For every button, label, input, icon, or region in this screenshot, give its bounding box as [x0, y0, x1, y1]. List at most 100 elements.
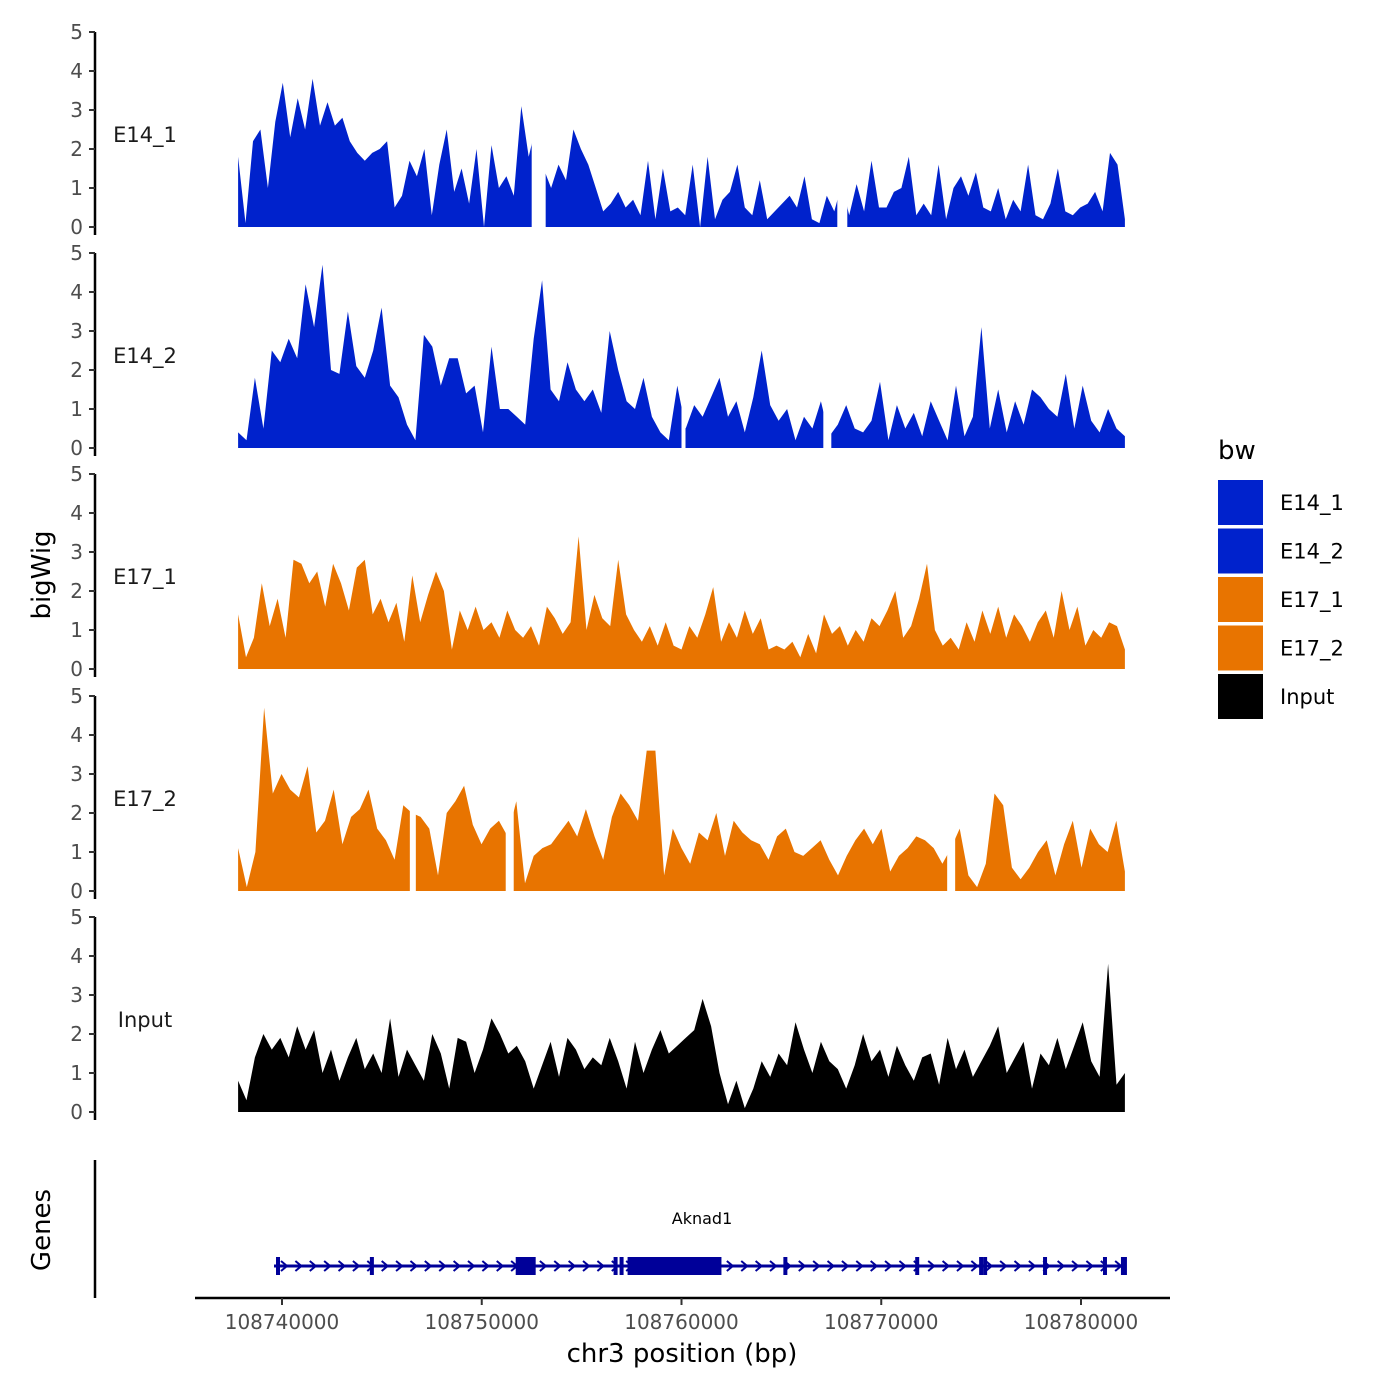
x-tick-label: 108760000: [624, 1310, 739, 1334]
legend-title: bw: [1218, 436, 1256, 466]
track-label: Input: [118, 1008, 172, 1032]
strand-arrow: [798, 1260, 807, 1272]
strand-arrow: [999, 1260, 1008, 1272]
exon-thick: [515, 1257, 536, 1275]
y-tick-label: 0: [70, 657, 83, 681]
track-E14_1: 0 1 2 3 4 5 E14_1: [70, 20, 1125, 239]
y-tick-label: 3: [70, 762, 83, 786]
track-Input: 0 1 2 3 4 5 Input: [70, 905, 1125, 1124]
coverage-gap: [823, 251, 832, 448]
coverage-gap: [505, 694, 514, 891]
track-E17_2: 0 1 2 3 4 5 E17_2: [70, 684, 1125, 903]
strand-arrow: [409, 1260, 418, 1272]
y-tick-label: 1: [70, 176, 83, 200]
coverage-gap: [681, 251, 686, 448]
coverage-area-E14_2: [238, 264, 1125, 448]
strand-arrow: [1013, 1260, 1023, 1272]
y-tick-label: 5: [70, 241, 83, 265]
y-tick-label: 3: [70, 983, 83, 1007]
y-tick-label: 4: [70, 723, 83, 747]
strand-arrow: [898, 1260, 907, 1272]
coverage-area-Input: [238, 963, 1125, 1112]
strand-arrow: [337, 1260, 347, 1272]
legend-swatch-E17_2: [1218, 625, 1263, 671]
y-tick-label: 4: [70, 501, 83, 525]
legend-label: E14_1: [1280, 491, 1344, 516]
exon: [979, 1257, 984, 1275]
strand-arrow: [481, 1260, 490, 1272]
strand-arrow: [424, 1260, 433, 1272]
y-tick-label: 1: [70, 618, 83, 642]
legend-swatch-E14_2: [1218, 528, 1263, 574]
strand-arrow: [596, 1260, 605, 1272]
y-tick-label: 5: [70, 462, 83, 486]
track-E17_1: 0 1 2 3 4 5 E17_1: [70, 462, 1125, 681]
strand-arrow: [294, 1260, 303, 1272]
legend-label: E17_2: [1280, 637, 1344, 662]
x-tick-label: 108740000: [225, 1310, 340, 1334]
y-tick-label: 4: [70, 944, 83, 968]
exon: [369, 1257, 374, 1275]
exon: [783, 1257, 788, 1275]
coverage-gap: [409, 694, 416, 891]
x-axis-title: chr3 position (bp): [567, 1339, 798, 1369]
y-tick-label: 5: [70, 20, 83, 44]
y-tick-label: 4: [70, 59, 83, 83]
strand-arrow: [352, 1260, 361, 1272]
gene-name-label: Aknad1: [672, 1209, 733, 1228]
y-tick-label: 1: [70, 397, 83, 421]
strand-arrow: [323, 1260, 332, 1272]
strand-arrow: [438, 1260, 447, 1272]
genes-axis-title: Genes: [27, 1189, 57, 1271]
strand-arrow: [567, 1260, 577, 1272]
x-tick-label: 108770000: [824, 1310, 939, 1334]
coverage-area-E17_1: [238, 536, 1125, 669]
strand-arrow: [985, 1260, 994, 1272]
exon: [613, 1257, 618, 1275]
strand-arrow: [941, 1260, 951, 1272]
exon: [619, 1257, 624, 1275]
y-tick-label: 0: [70, 1100, 83, 1124]
legend-swatch-E17_1: [1218, 577, 1263, 622]
legend-swatch-E14_1: [1218, 480, 1263, 525]
strand-arrow: [855, 1260, 864, 1272]
strand-arrow: [769, 1260, 778, 1272]
strand-arrow: [553, 1260, 562, 1272]
y-tick-label: 3: [70, 319, 83, 343]
gene-track: Aknad1: [93, 1160, 1127, 1298]
x-tick-label: 108750000: [424, 1310, 539, 1334]
exon: [1043, 1257, 1048, 1275]
track-label: E14_2: [113, 344, 177, 369]
y-tick-label: 3: [70, 98, 83, 122]
strand-arrow: [582, 1260, 591, 1272]
coverage-gap: [947, 694, 956, 891]
strand-arrow: [841, 1260, 850, 1272]
strand-arrow: [280, 1260, 289, 1272]
y-tick-label: 0: [70, 436, 83, 460]
track-E14_2: 0 1 2 3 4 5 E14_2: [70, 241, 1125, 460]
track-label: E14_1: [113, 123, 177, 148]
strand-arrow: [884, 1260, 893, 1272]
coverage-area-E14_1: [238, 78, 1125, 227]
legend-label: Input: [1280, 685, 1334, 709]
strand-arrow: [927, 1260, 936, 1272]
y-tick-label: 2: [70, 137, 83, 161]
exon-thick: [1120, 1257, 1127, 1275]
y-tick-label: 2: [70, 358, 83, 382]
coverage-gap: [531, 30, 546, 227]
strand-arrow: [496, 1260, 505, 1272]
y-axis-title: bigWig: [27, 530, 57, 619]
y-tick-label: 0: [70, 215, 83, 239]
coverage-tracks: 0 1 2 3 4 5 E14_1 0 1 2 3 4 5 E14_2 0 1 2 3 4 5 E17_1 0 1 2 3 4 5 E…: [70, 20, 1125, 1124]
strand-arrow: [1071, 1260, 1080, 1272]
y-tick-label: 3: [70, 540, 83, 564]
track-label: E17_1: [113, 565, 177, 590]
legend: bw E14_1 E14_2 E17_1 E17_2 Input: [1218, 436, 1344, 719]
strand-arrow: [726, 1260, 735, 1272]
legend-label: E17_1: [1280, 588, 1344, 613]
exon: [915, 1257, 920, 1275]
exon: [1102, 1257, 1107, 1275]
strand-arrow: [754, 1260, 764, 1272]
strand-arrow: [1056, 1260, 1066, 1272]
y-tick-label: 2: [70, 579, 83, 603]
